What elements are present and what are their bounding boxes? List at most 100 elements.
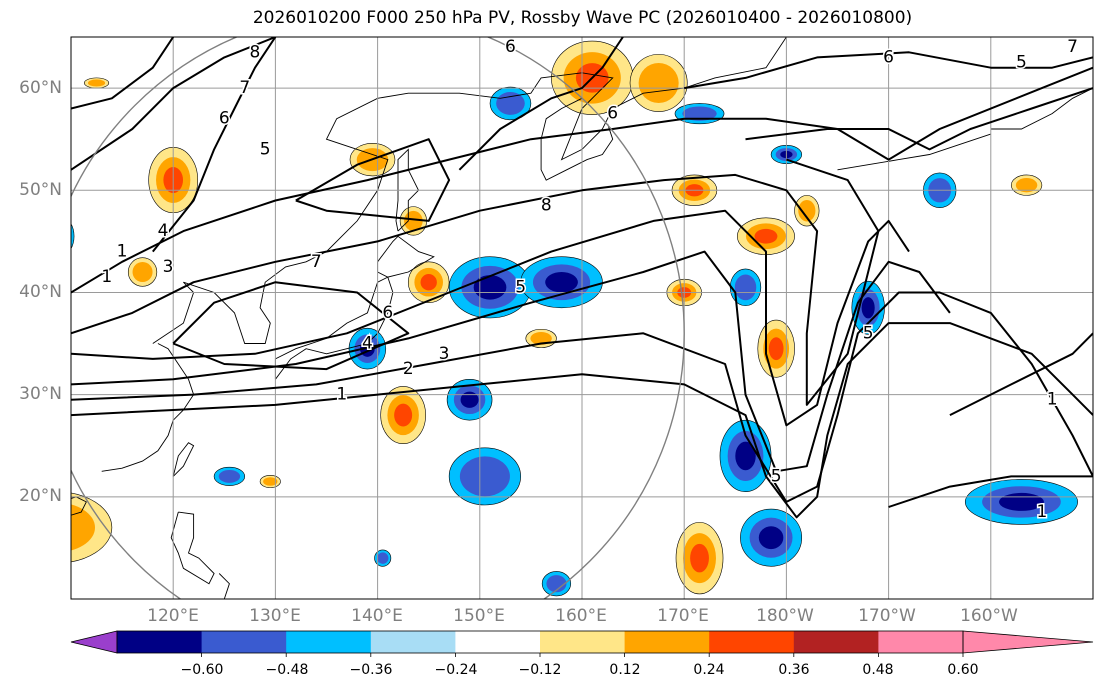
pv-contour [71, 66, 1093, 294]
colorbar-tick-label: −0.36 [349, 662, 393, 678]
colorbar-tick-label: 0.24 [693, 662, 725, 678]
pv-negative-anomaly [546, 575, 567, 593]
lon-label-180w: 180°W [756, 606, 814, 626]
pv-negative-anomaly [861, 297, 875, 319]
pv-contour [745, 87, 1093, 151]
pv-negative-anomaly [459, 456, 510, 497]
pv-positive-anomaly [768, 337, 784, 361]
contour-label: 1 [336, 385, 347, 405]
pv-negative-anomaly [758, 526, 784, 550]
contour-label: 6 [883, 47, 894, 67]
contour-label: 4 [158, 221, 169, 241]
coastline [218, 573, 230, 599]
pv-contour [71, 209, 910, 427]
pv-contour [71, 37, 175, 110]
pv-anomaly-shading [43, 40, 1078, 597]
coastline [152, 37, 787, 344]
lon-label-130e: 130°E [249, 606, 301, 626]
pv-positive-anomaly [87, 79, 106, 87]
contour-label: 5 [1016, 53, 1027, 73]
colorbar-tick-label: −0.12 [518, 662, 562, 678]
pv-negative-anomaly [734, 274, 757, 301]
pv-positive-anomaly [690, 543, 709, 573]
contour-label: 1 [101, 267, 112, 287]
contour-label: 5 [260, 139, 271, 159]
pv-contour [71, 250, 951, 473]
colorbar-tick-label: 0.60 [947, 662, 979, 678]
colorbar-tick-label: −0.48 [265, 662, 309, 678]
pv-contour [295, 138, 451, 222]
pv-negative-anomaly [71, 223, 75, 250]
pv-contour [152, 37, 277, 253]
pv-positive-anomaly [394, 403, 413, 427]
contour-label: 8 [541, 196, 552, 216]
contour-label: 1 [1047, 390, 1058, 410]
pv-contour [684, 51, 1093, 90]
contour-label: 5 [863, 323, 874, 343]
pv-contours [71, 37, 1093, 519]
lon-label-140e: 140°E [351, 606, 403, 626]
coastlines [71, 37, 1093, 599]
map-title: 2026010200 F000 250 hPa PV, Rossby Wave … [252, 8, 913, 28]
map-frame [70, 36, 1094, 600]
pv-negative-anomaly [473, 275, 507, 300]
contour-label: 3 [163, 257, 174, 277]
pv-contour [458, 37, 624, 171]
lat-label-60n: 60°N [19, 78, 62, 98]
lon-label-150e: 150°E [453, 606, 505, 626]
colorbar-tick-label: 0.48 [862, 662, 894, 678]
pv-negative-anomaly [545, 272, 578, 293]
pv-positive-anomaly [132, 262, 153, 283]
contour-label: 7 [311, 252, 322, 272]
contour-label: 6 [219, 109, 230, 129]
pv-contour [71, 322, 1093, 519]
contour-label: 5 [515, 277, 526, 297]
lat-label-50n: 50°N [19, 180, 62, 200]
contour-label: 3 [439, 344, 450, 364]
contour-label: 2 [403, 359, 414, 379]
pv-negative-anomaly [376, 552, 389, 564]
pv-contour [71, 37, 276, 171]
colorbar-tick-label: 0.12 [609, 662, 641, 678]
lon-label-170e: 170°E [657, 606, 709, 626]
pv-negative-anomaly [998, 492, 1044, 511]
colorbar-tick-label: −0.24 [434, 662, 478, 678]
pv-positive-anomaly [263, 477, 278, 486]
lat-label-40n: 40°N [19, 282, 62, 302]
coastline [71, 496, 87, 516]
lon-label-160e: 160°E [555, 606, 607, 626]
lon-label-120e: 120°E [147, 606, 199, 626]
contour-label: 1 [117, 242, 128, 262]
pv-negative-anomaly [48, 227, 63, 245]
domain-circle [71, 37, 685, 599]
contour-label: 6 [382, 303, 393, 323]
pv-negative-anomaly [496, 91, 525, 115]
contour-label: 7 [239, 78, 250, 98]
pv-negative-anomaly [43, 221, 69, 252]
contour-label: 8 [250, 42, 261, 62]
pv-negative-anomaly [460, 391, 479, 408]
colorbar-tick-label: −0.60 [180, 662, 224, 678]
lon-label-160w: 160°W [960, 606, 1018, 626]
pv-contour [949, 332, 1093, 416]
pv-positive-anomaly [638, 62, 679, 104]
coastline [540, 97, 614, 181]
coastline [172, 442, 195, 477]
pv-positive-anomaly [798, 199, 816, 222]
colorbar-tick-label: 0.36 [778, 662, 810, 678]
pv-positive-anomaly [420, 274, 437, 291]
pv-negative-anomaly [735, 441, 756, 471]
contour-label: 7 [1067, 37, 1078, 57]
pv-positive-anomaly [530, 331, 552, 345]
coastline [395, 148, 420, 232]
pv-contour [71, 158, 880, 406]
lat-label-20n: 20°N [19, 486, 62, 506]
contour-label: 1 [1036, 502, 1047, 522]
pv-negative-anomaly [218, 469, 241, 483]
coastline [990, 87, 1093, 130]
pv-positive-anomaly [754, 228, 778, 244]
pv-positive-anomaly [1015, 178, 1038, 193]
lat-label-30n: 30°N [19, 384, 62, 404]
contour-label: 6 [505, 37, 516, 57]
